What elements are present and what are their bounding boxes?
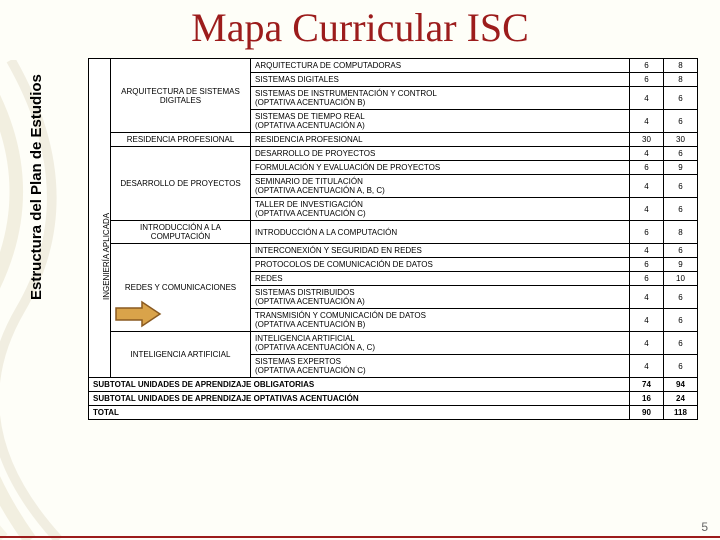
hours-cell: 9 (664, 258, 698, 272)
course-cell: RESIDENCIA PROFESIONAL (251, 133, 630, 147)
credit-cell: 4 (630, 244, 664, 258)
total-row: SUBTOTAL UNIDADES DE APRENDIZAJE OBLIGAT… (89, 378, 698, 392)
hours-cell: 6 (664, 175, 698, 198)
hours-cell: 6 (664, 244, 698, 258)
total-c2: 24 (664, 392, 698, 406)
table-row: RESIDENCIA PROFESIONALRESIDENCIA PROFESI… (89, 133, 698, 147)
group-cell: RESIDENCIA PROFESIONAL (111, 133, 251, 147)
credit-cell: 4 (630, 332, 664, 355)
area-rotated-label: INGENIERÍA APLICADA (102, 213, 111, 300)
course-cell: ARQUITECTURA DE COMPUTADORAS (251, 59, 630, 73)
credit-cell: 6 (630, 258, 664, 272)
credit-cell: 30 (630, 133, 664, 147)
credit-cell: 4 (630, 110, 664, 133)
hours-cell: 6 (664, 147, 698, 161)
hours-cell: 30 (664, 133, 698, 147)
table-row: INTRODUCCIÓN A LA COMPUTACIÓNINTRODUCCIÓ… (89, 221, 698, 244)
table-row: INTELIGENCIA ARTIFICIALINTELIGENCIA ARTI… (89, 332, 698, 355)
course-cell: PROTOCOLOS DE COMUNICACIÓN DE DATOS (251, 258, 630, 272)
table-row: REDES Y COMUNICACIONESINTERCONEXIÓN Y SE… (89, 244, 698, 258)
course-cell: DESARROLLO DE PROYECTOS (251, 147, 630, 161)
page-title: Mapa Curricular ISC (0, 0, 720, 51)
credit-cell: 4 (630, 147, 664, 161)
hours-cell: 6 (664, 87, 698, 110)
credit-cell: 4 (630, 309, 664, 332)
total-c2: 118 (664, 406, 698, 420)
hours-cell: 8 (664, 73, 698, 87)
total-c2: 94 (664, 378, 698, 392)
credit-cell: 6 (630, 161, 664, 175)
hours-cell: 6 (664, 286, 698, 309)
credit-cell: 4 (630, 175, 664, 198)
highlight-arrow-icon (114, 300, 162, 328)
total-c1: 74 (630, 378, 664, 392)
total-c1: 16 (630, 392, 664, 406)
hours-cell: 8 (664, 221, 698, 244)
course-cell: TALLER DE INVESTIGACIÓN(OPTATIVA ACENTUA… (251, 198, 630, 221)
hours-cell: 6 (664, 198, 698, 221)
course-cell: SISTEMAS DIGITALES (251, 73, 630, 87)
course-cell: SISTEMAS DE TIEMPO REAL(OPTATIVA ACENTUA… (251, 110, 630, 133)
credit-cell: 4 (630, 286, 664, 309)
total-row: SUBTOTAL UNIDADES DE APRENDIZAJE OPTATIV… (89, 392, 698, 406)
group-cell: DESARROLLO DE PROYECTOS (111, 147, 251, 221)
course-cell: FORMULACIÓN Y EVALUACIÓN DE PROYECTOS (251, 161, 630, 175)
total-row: TOTAL90118 (89, 406, 698, 420)
hours-cell: 6 (664, 355, 698, 378)
sidebar-rotated-label: Estructura del Plan de Estudios (28, 74, 45, 300)
credit-cell: 4 (630, 198, 664, 221)
group-cell: INTELIGENCIA ARTIFICIAL (111, 332, 251, 378)
group-cell: INTRODUCCIÓN A LA COMPUTACIÓN (111, 221, 251, 244)
credit-cell: 6 (630, 59, 664, 73)
total-label: SUBTOTAL UNIDADES DE APRENDIZAJE OBLIGAT… (89, 378, 630, 392)
hours-cell: 10 (664, 272, 698, 286)
course-cell: SISTEMAS EXPERTOS(OPTATIVA ACENTUACIÓN C… (251, 355, 630, 378)
credit-cell: 6 (630, 73, 664, 87)
page-number: 5 (701, 520, 708, 534)
hours-cell: 6 (664, 110, 698, 133)
course-cell: TRANSMISIÓN Y COMUNICACIÓN DE DATOS(OPTA… (251, 309, 630, 332)
course-cell: REDES (251, 272, 630, 286)
course-cell: INTERCONEXIÓN Y SEGURIDAD EN REDES (251, 244, 630, 258)
group-cell: ARQUITECTURA DE SISTEMAS DIGITALES (111, 59, 251, 133)
curriculum-table: ARQUITECTURA DE SISTEMAS DIGITALESARQUIT… (88, 58, 698, 420)
course-cell: SEMINARIO DE TITULACIÓN(OPTATIVA ACENTUA… (251, 175, 630, 198)
table-row: ARQUITECTURA DE SISTEMAS DIGITALESARQUIT… (89, 59, 698, 73)
course-cell: SISTEMAS DISTRIBUIDOS(OPTATIVA ACENTUACI… (251, 286, 630, 309)
footer-divider (0, 536, 720, 538)
credit-cell: 4 (630, 87, 664, 110)
hours-cell: 6 (664, 309, 698, 332)
course-cell: INTELIGENCIA ARTIFICIAL(OPTATIVA ACENTUA… (251, 332, 630, 355)
total-label: SUBTOTAL UNIDADES DE APRENDIZAJE OPTATIV… (89, 392, 630, 406)
course-cell: INTRODUCCIÓN A LA COMPUTACIÓN (251, 221, 630, 244)
hours-cell: 6 (664, 332, 698, 355)
table-row: DESARROLLO DE PROYECTOSDESARROLLO DE PRO… (89, 147, 698, 161)
total-label: TOTAL (89, 406, 630, 420)
hours-cell: 9 (664, 161, 698, 175)
credit-cell: 6 (630, 221, 664, 244)
credit-cell: 6 (630, 272, 664, 286)
credit-cell: 4 (630, 355, 664, 378)
course-cell: SISTEMAS DE INSTRUMENTACIÓN Y CONTROL(OP… (251, 87, 630, 110)
total-c1: 90 (630, 406, 664, 420)
hours-cell: 8 (664, 59, 698, 73)
